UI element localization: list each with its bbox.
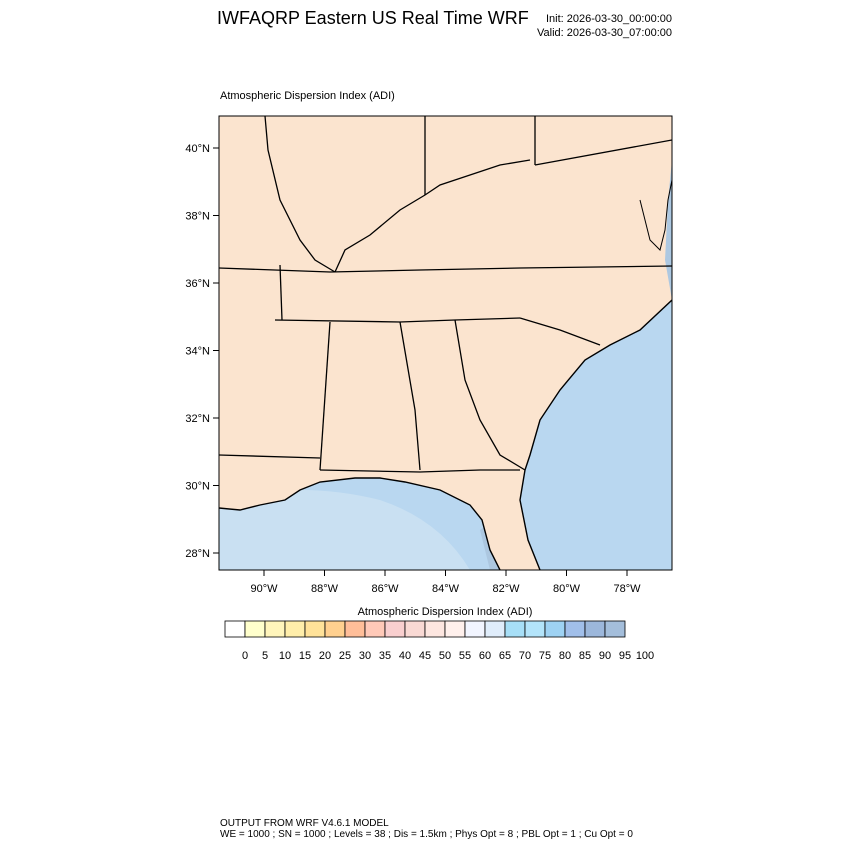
colorbar-swatch (224, 620, 246, 638)
lat-tick-label: 38°N (185, 211, 210, 223)
colorbar-swatch (464, 620, 486, 638)
lat-tick-label: 30°N (185, 481, 210, 493)
colorbar-label: 95 (619, 650, 631, 662)
colorbar-label: 35 (379, 650, 391, 662)
colorbar-swatch (264, 620, 286, 638)
longitude-axis: 90°W 88°W 86°W 84°W 82°W 80°W 78°W (250, 570, 641, 595)
colorbar-label: 30 (359, 650, 371, 662)
colorbar-label: 40 (399, 650, 411, 662)
lat-tick-label: 40°N (185, 143, 210, 155)
colorbar: 0 5 10 15 20 25 30 35 40 45 50 55 60 65 70 75 80 85 90 95 10… (224, 620, 654, 662)
lon-tick-label: 84°W (432, 583, 460, 595)
lon-tick-label: 80°W (553, 583, 581, 595)
chesapeake-coast (639, 179, 672, 251)
colorbar-title: Atmospheric Dispersion Index (ADI) (357, 606, 533, 618)
colorbar-swatch (384, 620, 406, 638)
colorbar-label: 5 (262, 650, 268, 662)
run-info: Init: 2026-03-30_00:00:00 Valid: 2026-03… (537, 12, 672, 40)
colorbar-swatch (364, 620, 386, 638)
init-time: Init: 2026-03-30_00:00:00 (546, 13, 672, 25)
colorbar-label: 100 (636, 650, 654, 662)
colorbar-label: 55 (459, 650, 471, 662)
lon-tick-label: 78°W (613, 583, 641, 595)
latitude-axis: 40°N 38°N 36°N 34°N 32°N 30°N 28°N (185, 143, 219, 560)
colorbar-label: 85 (579, 650, 591, 662)
colorbar-label: 75 (539, 650, 551, 662)
model-info: OUTPUT FROM WRF V4.6.1 MODEL WE = 1000 ;… (220, 818, 633, 840)
lon-tick-label: 82°W (492, 583, 520, 595)
lon-tick-label: 86°W (371, 583, 399, 595)
colorbar-swatch (544, 620, 566, 638)
colorbar-label: 70 (519, 650, 531, 662)
colorbar-label: 15 (299, 650, 311, 662)
lat-tick-label: 34°N (185, 346, 210, 358)
atlantic-coastline (519, 299, 672, 570)
colorbar-label: 50 (439, 650, 451, 662)
gulf-coastline (219, 477, 501, 570)
colorbar-label: 0 (242, 650, 248, 662)
field-label: Atmospheric Dispersion Index (ADI) (220, 90, 395, 102)
colorbar-label: 60 (479, 650, 491, 662)
colorbar-label: 90 (599, 650, 611, 662)
lon-tick-label: 88°W (311, 583, 339, 595)
colorbar-label: 80 (559, 650, 571, 662)
colorbar-label: 10 (279, 650, 291, 662)
colorbar-label: 20 (319, 650, 331, 662)
lat-tick-label: 32°N (185, 413, 210, 425)
colorbar-swatch (484, 620, 506, 638)
lon-tick-label: 90°W (250, 583, 278, 595)
colorbar-swatch (344, 620, 366, 638)
colorbar-label: 45 (419, 650, 431, 662)
colorbar-swatch (244, 620, 266, 638)
colorbar-swatch (324, 620, 346, 638)
state-boundaries (219, 116, 672, 473)
colorbar-swatch (504, 620, 526, 638)
colorbar-swatch (444, 620, 466, 638)
colorbar-label: 25 (339, 650, 351, 662)
colorbar-label: 65 (499, 650, 511, 662)
model-settings: WE = 1000 ; SN = 1000 ; Levels = 38 ; Di… (220, 829, 633, 840)
colorbar-swatch (584, 620, 606, 638)
map-area (219, 116, 672, 570)
colorbar-swatch (524, 620, 546, 638)
colorbar-swatch (404, 620, 426, 638)
gulf-of-mexico (219, 490, 470, 570)
model-version: OUTPUT FROM WRF V4.6.1 MODEL (220, 818, 389, 829)
colorbar-swatch (304, 620, 326, 638)
valid-time: Valid: 2026-03-30_07:00:00 (537, 27, 672, 39)
colorbar-swatch (564, 620, 586, 638)
colorbar-swatch (604, 620, 626, 638)
lat-tick-label: 28°N (185, 548, 210, 560)
colorbar-swatch (424, 620, 446, 638)
colorbar-swatch (284, 620, 306, 638)
plot-title: IWFAQRP Eastern US Real Time WRF (217, 8, 529, 28)
lat-tick-label: 36°N (185, 278, 210, 290)
